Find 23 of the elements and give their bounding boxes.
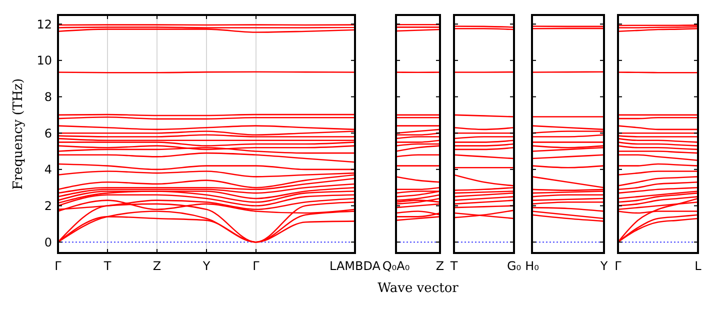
x-tick-label: Z (436, 259, 444, 273)
x-tick-label: LAMBDA (330, 259, 382, 273)
y-tick-label: 4 (44, 162, 52, 177)
y-tick-label: 6 (44, 126, 52, 140)
x-tick-label: Y (599, 259, 608, 273)
x-axis-title: Wave vector (378, 281, 460, 296)
x-tick-label: Γ (252, 259, 260, 273)
x-tick-label: H₀ (525, 259, 540, 273)
y-tick-label: 2 (44, 198, 52, 213)
x-tick-label: Γ (614, 259, 622, 273)
x-tick-label: L (694, 259, 702, 273)
y-tick-label: 12 (36, 17, 52, 32)
x-tick-label: T (449, 259, 458, 273)
x-tick-label: Z (152, 259, 162, 273)
y-axis-title: Frequency (THz) (11, 78, 26, 190)
x-tick-label: T (102, 259, 112, 273)
y-tick-label: 8 (44, 90, 52, 104)
x-tick-label: G₀ (506, 259, 522, 273)
x-tick-label: Q₀A₀ (382, 259, 410, 273)
y-tick-label: 0 (44, 235, 52, 250)
x-tick-label: Y (202, 259, 211, 273)
y-tick-label: 10 (36, 54, 52, 68)
x-tick-label: Γ (54, 259, 62, 273)
